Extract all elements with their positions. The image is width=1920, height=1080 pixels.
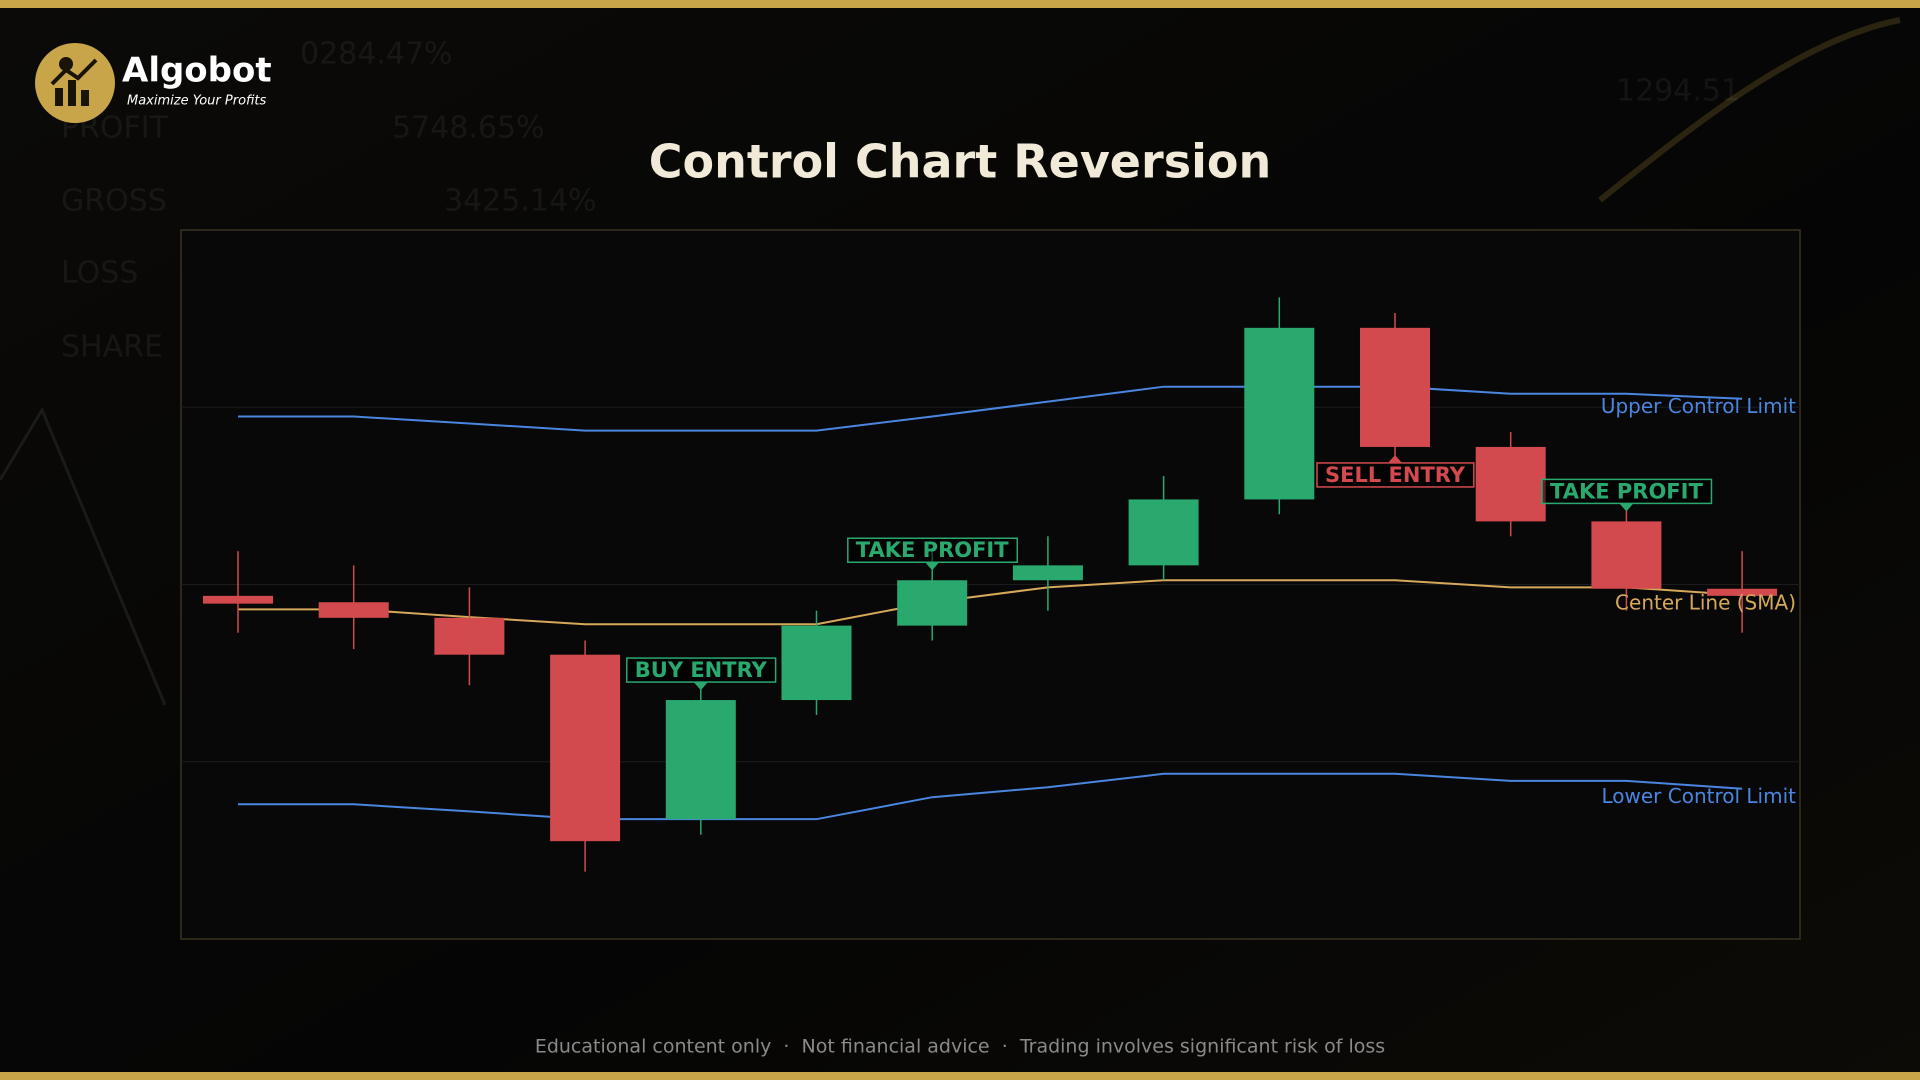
line-label: Center Line (SMA) [1615,591,1796,615]
annotation-box [847,537,1019,563]
bg-decoration [1598,17,1901,203]
logo: Algobot Maximize Your Profits [35,43,272,123]
bg-decoration [0,406,167,706]
candle-body [1591,521,1662,589]
annotation-arrow [1388,454,1402,463]
logo-icon [55,88,63,106]
line-label: Upper Control Limit [1601,394,1796,418]
candle-body [1244,327,1315,500]
bg-texts: 0284.47%PROFIT 5748.65%GROSS 3425.14%LOSSS… [61,37,1740,365]
candle-body [1128,499,1199,566]
line-label: Lower Control Limit [1601,784,1796,808]
annotation-box [626,657,777,683]
bg-text: 0284.47% [300,37,453,72]
control-line [238,772,1743,821]
bg-text: 1294.51 [1616,74,1740,109]
annotation-label: BUY ENTRY [635,658,768,682]
bg-text: SHARE [61,330,163,365]
logo-icon [59,57,73,71]
candle-body [665,700,736,820]
candle-body [1012,565,1083,581]
candle-body [897,580,968,626]
brand-tagline: Maximize Your Profits [127,94,267,109]
bg-text: LOSS [61,256,138,291]
logo-icon [68,80,76,106]
chart-title: Control Chart Reversion [649,135,1271,189]
annotation-label: SELL ENTRY [1325,463,1466,487]
bg-text: 3425.14% [444,184,597,219]
annotation-arrow [693,682,708,691]
bg-text: GROSS [61,184,167,219]
footer: Educational content only · Not financial… [535,1036,1385,1058]
candle-body [203,595,273,604]
bottom-border [0,1072,1920,1080]
annotation-label: TAKE PROFIT [856,538,1009,562]
top-border [0,0,1920,8]
candle-body [318,602,389,618]
annotation-box [1541,478,1713,505]
candle-body [1707,588,1778,596]
candle-body [1360,327,1430,447]
annotation-arrow [925,562,940,571]
candle-body [434,617,505,655]
logo-icon [50,58,98,86]
candle-body [781,625,852,701]
annotation-box [1316,462,1475,488]
candle-body [1475,446,1546,522]
control-line [238,385,1743,432]
annotation-arrow [1619,503,1634,512]
brand-name: Algobot [122,51,272,91]
logo-icon [81,90,89,106]
candle-body [550,654,621,842]
annotation-label: TAKE PROFIT [1550,479,1703,503]
bg-text: 5748.65% [392,111,545,146]
